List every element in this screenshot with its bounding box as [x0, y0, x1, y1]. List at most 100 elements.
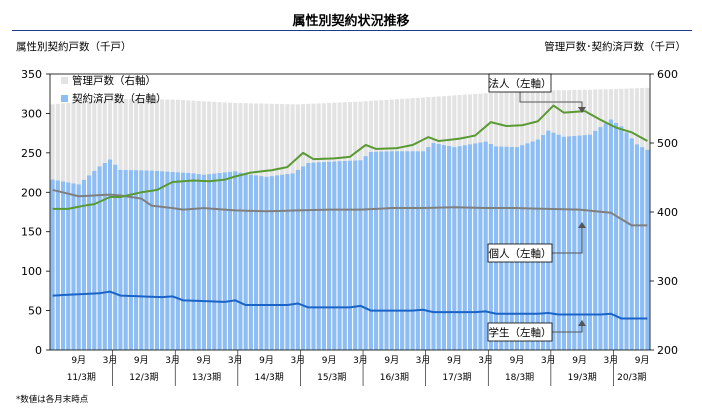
month-tick-label: 3月: [103, 355, 118, 366]
contracted-bar: [102, 163, 107, 350]
contracted-bar: [473, 143, 478, 350]
contracted-bar: [274, 175, 280, 350]
contracted-bar: [551, 132, 556, 350]
contracted-bar: [452, 147, 457, 350]
contracted-bar: [175, 172, 180, 350]
contracted-bar: [55, 180, 60, 350]
contracted-bar: [285, 174, 290, 350]
fiscal-period-label: 13/3期: [192, 372, 221, 383]
contracted-bar: [311, 162, 316, 350]
month-tick-label: 3月: [478, 355, 493, 366]
legend: 管理戸数（右軸） 契約済戸数（右軸）: [61, 74, 167, 105]
contracted-bar: [447, 146, 452, 350]
contracted-bar: [87, 175, 92, 350]
left-axis-tick-label: 300: [21, 107, 42, 120]
contracted-bar: [608, 119, 613, 350]
left-axis-tick-label: 150: [21, 226, 42, 239]
contracted-bar: [363, 156, 368, 350]
month-tick-label: 9月: [322, 355, 337, 366]
contracted-bar: [342, 161, 347, 350]
month-tick-label: 9月: [71, 355, 86, 366]
contracted-bar: [556, 134, 561, 350]
contracted-bar: [154, 170, 160, 350]
contracted-bar: [467, 144, 473, 350]
contracted-bar: [598, 127, 603, 350]
contracted-bar: [337, 161, 342, 350]
right-axis-unit: 管理戸数･契約済戸数（千戸）: [544, 41, 686, 53]
right-axis-tick-label: 400: [657, 206, 678, 219]
student-callout-box: [487, 322, 553, 342]
callout-leader: [552, 325, 583, 333]
legend-swatch: [61, 77, 68, 84]
contracted-bar: [634, 144, 640, 350]
footnote: *数値は各月末時点: [16, 395, 89, 405]
legend-entry: 管理戸数（右軸）: [72, 74, 156, 87]
contracted-bar: [582, 135, 587, 350]
contracted-bar: [60, 181, 66, 350]
callout-arrowhead: [578, 222, 586, 228]
contracted-bar: [97, 166, 102, 350]
contracted-bar: [368, 151, 373, 350]
contracted-bar: [300, 166, 306, 350]
contracted-bar: [321, 162, 326, 350]
month-tick-label: 3月: [416, 355, 431, 366]
contracted-bar: [144, 170, 149, 350]
contracted-bar: [384, 151, 389, 350]
contracted-bar: [426, 147, 431, 350]
contracted-bar: [624, 132, 629, 350]
contracted-bar: [134, 170, 139, 350]
contracted-bar: [170, 171, 175, 350]
fiscal-period-label: 18/3期: [505, 372, 534, 383]
title-rule: [12, 30, 692, 31]
contracted-bar: [478, 142, 483, 350]
contracted-bar: [353, 160, 358, 350]
contracted-bar: [577, 135, 582, 350]
contracted-bar: [379, 151, 384, 350]
contracted-bar: [457, 146, 462, 350]
fiscal-period-label: 15/3期: [317, 372, 346, 383]
contracted-bar: [238, 172, 243, 350]
contracted-bar: [269, 176, 274, 350]
month-tick-label: 3月: [290, 355, 305, 366]
fiscal-period-label: 17/3期: [442, 372, 471, 383]
contracted-bar: [248, 174, 253, 350]
month-tick-label: 3月: [165, 355, 180, 366]
left-axis-tick-label: 100: [21, 265, 42, 278]
page-title: 属性別契約状況推移: [292, 14, 410, 29]
legend-swatch: [61, 95, 68, 102]
contracted-bar: [540, 135, 546, 350]
contracted-bar: [243, 174, 248, 350]
contracted-bar: [165, 171, 170, 350]
contracted-bar: [222, 172, 227, 350]
contracted-bar: [118, 169, 123, 350]
contracted-bar: [264, 176, 269, 350]
month-tick-label: 9月: [447, 355, 462, 366]
contracted-bar: [81, 179, 86, 350]
contracted-bar: [66, 182, 71, 350]
contracted-bar: [410, 151, 415, 350]
contracted-bar: [201, 174, 206, 350]
fiscal-period-label: 20/3期: [617, 372, 646, 383]
contracted-bar: [227, 171, 233, 350]
individual-line: [52, 188, 648, 227]
contracted-bar: [180, 172, 186, 350]
contracted-bar: [71, 183, 76, 350]
fiscal-period-label: 14/3期: [255, 372, 284, 383]
callout-arrowhead: [578, 320, 586, 326]
individual-callout-box: [487, 243, 553, 263]
fiscal-period-label: 16/3期: [380, 372, 409, 383]
month-tick-label: 9月: [197, 355, 212, 366]
contracted-bar: [358, 160, 363, 350]
contracted-bar: [546, 130, 551, 350]
contracted-bar: [629, 138, 634, 350]
contracted-bar: [149, 170, 154, 350]
contracted-bar: [347, 160, 353, 350]
contracted-bar: [186, 173, 191, 350]
contracted-bar: [593, 130, 598, 350]
left-axis-tick-label: 0: [35, 344, 42, 357]
contracted-bar: [603, 123, 608, 351]
month-tick-label: 3月: [541, 355, 556, 366]
contracted-bar: [217, 173, 222, 350]
contracted-bar: [254, 175, 259, 350]
